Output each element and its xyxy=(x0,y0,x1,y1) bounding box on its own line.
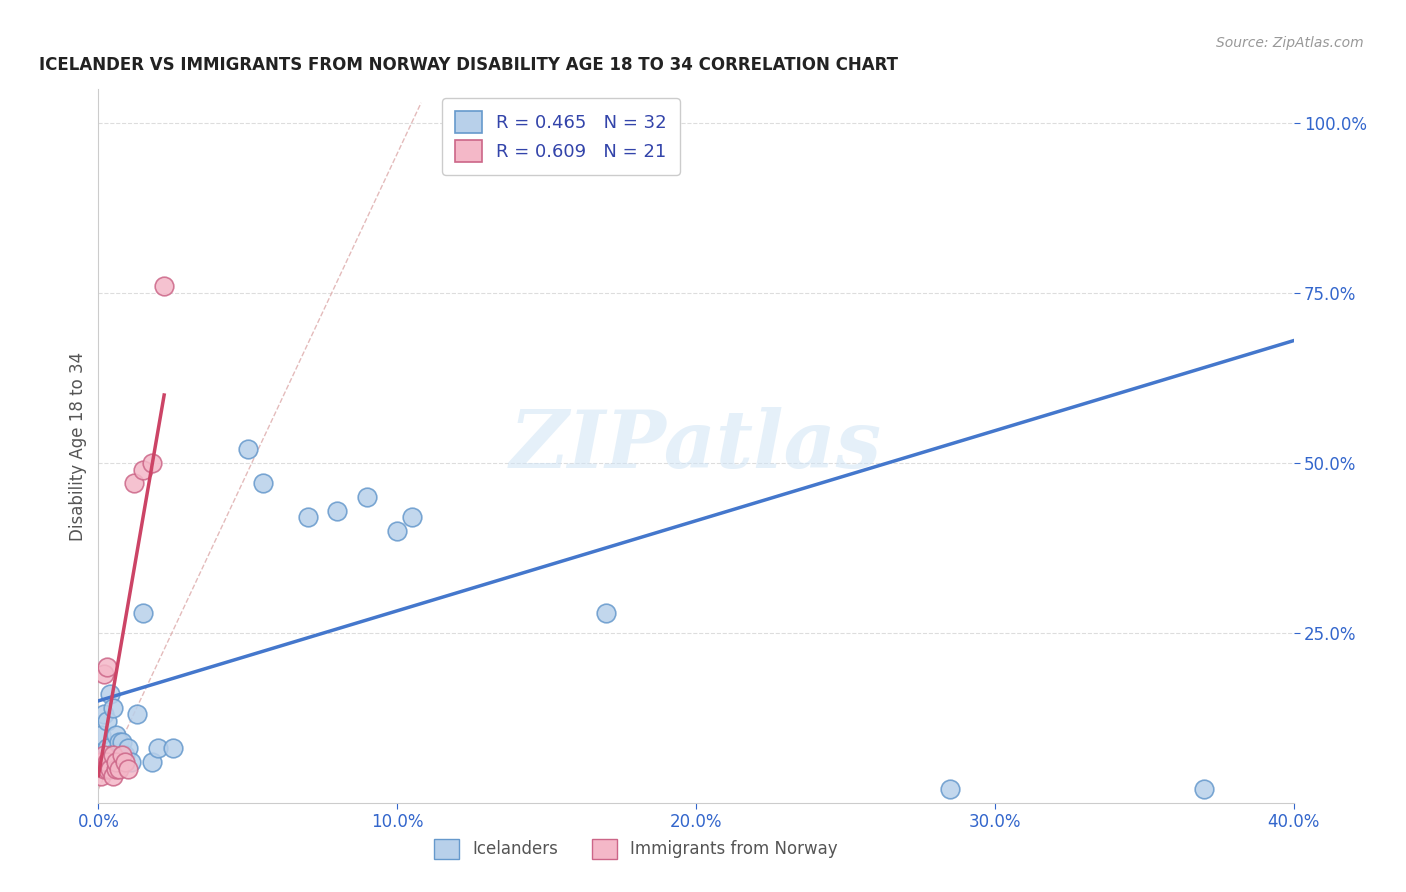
Point xyxy=(124,476,146,491)
Point xyxy=(111,734,134,748)
Point xyxy=(297,510,319,524)
Point xyxy=(595,606,617,620)
Point xyxy=(117,762,139,776)
Point xyxy=(148,741,170,756)
Point xyxy=(326,503,349,517)
Point xyxy=(105,762,128,776)
Point xyxy=(385,524,409,538)
Point xyxy=(105,755,128,769)
Point xyxy=(252,476,274,491)
Point xyxy=(93,748,115,763)
Point xyxy=(90,728,112,742)
Point xyxy=(114,755,136,769)
Point xyxy=(939,782,962,797)
Text: ZIPatlas: ZIPatlas xyxy=(510,408,882,484)
Point xyxy=(1192,782,1215,797)
Point xyxy=(96,755,118,769)
Point xyxy=(356,490,378,504)
Point xyxy=(96,660,118,674)
Point xyxy=(132,606,155,620)
Point xyxy=(108,762,131,776)
Point xyxy=(401,510,423,524)
Text: ICELANDER VS IMMIGRANTS FROM NORWAY DISABILITY AGE 18 TO 34 CORRELATION CHART: ICELANDER VS IMMIGRANTS FROM NORWAY DISA… xyxy=(39,56,897,74)
Point xyxy=(132,463,155,477)
Legend: Icelanders, Immigrants from Norway: Icelanders, Immigrants from Norway xyxy=(427,832,845,866)
Text: Source: ZipAtlas.com: Source: ZipAtlas.com xyxy=(1216,36,1364,50)
Point xyxy=(90,748,112,763)
Point xyxy=(103,748,125,763)
Point xyxy=(93,666,115,681)
Point xyxy=(98,748,122,763)
Point xyxy=(111,748,134,763)
Point xyxy=(103,700,125,714)
Point xyxy=(141,456,163,470)
Y-axis label: Disability Age 18 to 34: Disability Age 18 to 34 xyxy=(69,351,87,541)
Point xyxy=(108,734,131,748)
Point xyxy=(117,741,139,756)
Point xyxy=(153,279,176,293)
Point xyxy=(162,741,184,756)
Point xyxy=(120,755,142,769)
Point xyxy=(141,755,163,769)
Point xyxy=(98,762,122,776)
Point xyxy=(103,769,125,783)
Point xyxy=(96,762,118,776)
Point xyxy=(90,769,112,783)
Point xyxy=(103,755,125,769)
Point xyxy=(105,728,128,742)
Point xyxy=(93,755,115,769)
Point xyxy=(236,442,259,457)
Point xyxy=(96,741,118,756)
Point xyxy=(96,762,118,776)
Point xyxy=(93,707,115,722)
Point xyxy=(93,762,115,776)
Point xyxy=(90,755,112,769)
Point xyxy=(96,714,118,729)
Point xyxy=(114,748,136,763)
Point xyxy=(127,707,149,722)
Point xyxy=(98,687,122,701)
